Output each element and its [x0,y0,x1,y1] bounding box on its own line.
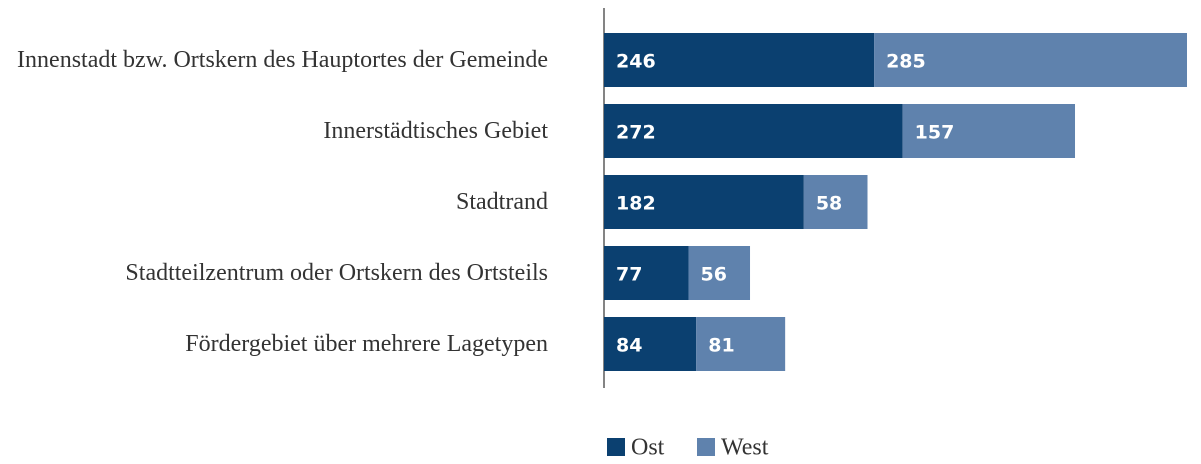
value-label: 272 [616,122,656,144]
bar [874,33,1187,87]
category-label: Stadtteilzentrum oder Ortskern des Ortst… [125,259,548,286]
bar [604,33,875,87]
category-label: Stadtrand [456,188,548,215]
legend-swatch [607,438,625,456]
value-label: 58 [816,193,842,215]
bar [803,175,868,229]
value-label: 182 [616,193,656,215]
value-label: 81 [708,335,734,357]
value-label: 285 [886,51,926,73]
bar [604,317,697,371]
value-label: 246 [616,51,656,73]
bar [902,104,1076,158]
bar [696,317,786,371]
category-label: Fördergebiet über mehrere Lagetypen [185,330,548,357]
value-label: 157 [915,122,955,144]
bar [604,104,903,158]
legend-label: Ost [631,435,665,461]
value-label: 56 [701,264,727,286]
category-label: Innerstädtisches Gebiet [323,117,548,144]
bar [688,246,751,300]
legend-swatch [697,438,715,456]
value-label: 84 [616,335,642,357]
value-label: 77 [616,264,642,286]
bar [604,246,689,300]
category-label: Innenstadt bzw. Ortskern des Hauptortes … [17,46,548,73]
bar [604,175,804,229]
legend-label: West [721,435,769,461]
